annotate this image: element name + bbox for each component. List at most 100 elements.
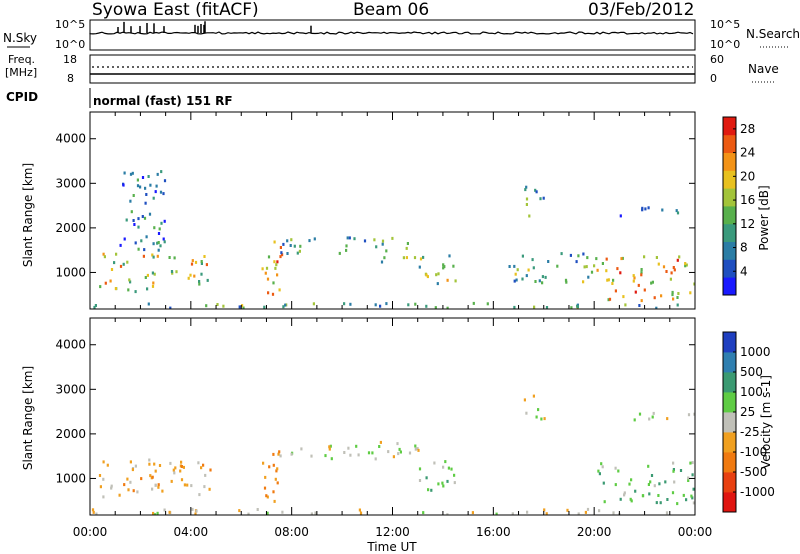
scatter-cell (405, 256, 408, 260)
scatter-cell (513, 305, 516, 309)
scatter-cell (281, 253, 284, 257)
scatter-cell (191, 507, 194, 511)
scatter-cell (606, 278, 609, 282)
scatter-cell (114, 287, 117, 291)
scatter-cell (142, 254, 145, 258)
scatter-cell (640, 271, 643, 275)
scatter-cell (446, 306, 449, 309)
scatter-cell (374, 457, 377, 461)
scatter-cell (168, 256, 171, 259)
scatter-cell (392, 455, 395, 459)
colorbar-swatch (723, 412, 736, 433)
y-tick-label: 3000 (55, 176, 86, 190)
scatter-cell (274, 477, 277, 481)
scatter-cell (264, 475, 267, 479)
scatter-cell (110, 484, 113, 488)
scatter-cell (343, 302, 346, 306)
colorbar-swatch (723, 452, 736, 473)
scatter-cell (648, 492, 651, 496)
colorbar-swatch (723, 332, 736, 353)
scatter-cell (355, 444, 358, 448)
scatter-cell (191, 259, 194, 263)
scatter-cell (313, 237, 316, 241)
scatter-cell (375, 245, 378, 249)
scatter-cell (677, 292, 680, 295)
scatter-cell (136, 178, 139, 182)
freq-label-line1: Freq. (8, 53, 35, 66)
scatter-cell (671, 293, 674, 297)
scatter-cell (198, 493, 201, 497)
scatter-cell (662, 265, 666, 269)
scatter-cell (621, 256, 624, 260)
scatter-cell (154, 469, 157, 473)
scatter-cell (204, 473, 207, 477)
scatter-cell (422, 255, 425, 259)
scatter-cell (275, 469, 278, 473)
scatter-cell (653, 296, 656, 300)
scatter-cell (238, 509, 241, 513)
scatter-cell (158, 464, 162, 467)
scatter-cell (601, 465, 604, 469)
scatter-cell (113, 261, 116, 265)
scatter-cell (684, 264, 687, 268)
scatter-cell (587, 275, 590, 279)
scatter-cell (442, 263, 445, 267)
scatter-cell (133, 223, 136, 226)
scatter-cell (371, 451, 374, 455)
colorbar-frame (722, 331, 737, 513)
scatter-cell (533, 305, 536, 309)
nsky-line (89, 31, 694, 35)
scatter-cell (277, 452, 280, 456)
scatter-cell (155, 184, 158, 188)
scatter-cell (152, 281, 155, 285)
scatter-cell (194, 260, 198, 264)
scatter-cell (650, 474, 654, 477)
scatter-cell (129, 280, 132, 284)
velocity-axes: 1000 2000 3000 4000 (55, 318, 696, 515)
scatter-cell (272, 452, 275, 456)
scatter-cell (279, 255, 282, 259)
scatter-cell (442, 484, 445, 488)
scatter-cell (275, 263, 278, 267)
scatter-cell (193, 274, 196, 278)
scatter-cell (527, 268, 530, 272)
scatter-cell (293, 244, 296, 248)
scatter-cell (539, 197, 542, 201)
scatter-cell (151, 487, 154, 491)
scatter-cell (173, 256, 176, 260)
scatter-cell (198, 280, 201, 283)
scatter-cell (203, 255, 206, 258)
scatter-cell (238, 305, 241, 309)
scatter-cell (126, 260, 129, 264)
scatter-cell (153, 462, 156, 466)
power-colorbar: 28 24 20 16 12 8 4 (722, 116, 755, 296)
scatter-cell (93, 305, 96, 309)
scatter-cell (576, 305, 579, 308)
x-tick-label: 12:00 (375, 525, 410, 539)
scatter-cell (276, 467, 279, 471)
scatter-cell (156, 241, 159, 245)
scatter-cell (690, 494, 693, 498)
scatter-cell (526, 510, 529, 514)
scatter-cell (570, 306, 573, 309)
scatter-cell (689, 461, 692, 465)
scatter-cell (649, 480, 652, 484)
colorbar-tick-label: 500 (740, 365, 763, 379)
scatter-cell (190, 262, 194, 266)
scatter-cell (110, 486, 113, 490)
scatter-cell (381, 239, 385, 243)
scatter-cell (310, 512, 313, 515)
scatter-cell (146, 287, 149, 291)
scatter-cell (623, 493, 626, 497)
scatter-cell (152, 242, 155, 246)
scatter-cell (314, 511, 317, 515)
scatter-cell (134, 290, 137, 294)
scatter-cell (405, 246, 408, 250)
scatter-cell (349, 453, 352, 457)
scatter-cell (122, 183, 125, 187)
colorbar-swatch (723, 259, 736, 278)
scatter-cell (638, 412, 642, 416)
scatter-cell (296, 251, 299, 255)
scatter-cell (161, 489, 164, 493)
scatter-cell (657, 262, 660, 266)
